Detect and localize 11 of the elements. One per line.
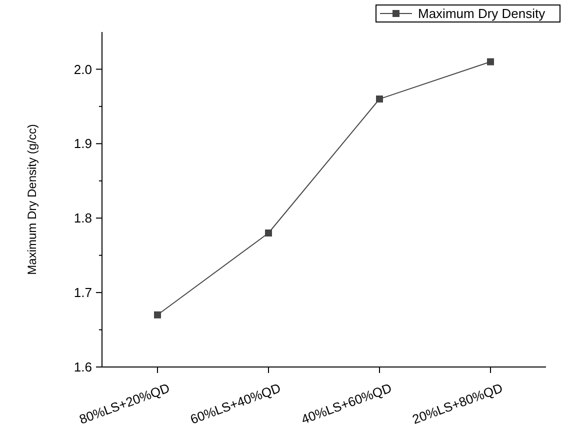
y-tick-label: 1.7 xyxy=(74,285,92,300)
point xyxy=(376,96,383,102)
legend-label: Maximum Dry Density xyxy=(418,6,546,22)
y-tick-label: 1.8 xyxy=(74,210,92,226)
y-axis-title: Maximum Dry Density (g/cc) xyxy=(25,124,39,275)
point xyxy=(487,58,494,66)
point xyxy=(154,311,161,318)
point xyxy=(265,230,272,236)
y-tick-label: 1.6 xyxy=(74,360,92,375)
y-tick-label: 2.0 xyxy=(74,62,92,77)
y-tick-label: 1.9 xyxy=(74,136,92,152)
